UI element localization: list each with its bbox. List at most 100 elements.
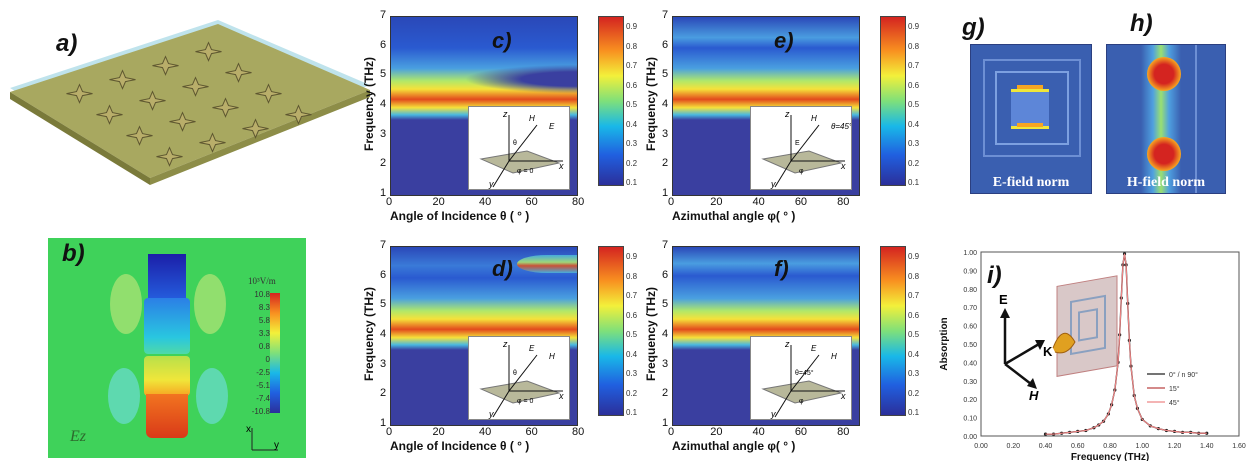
x-axis-label: Azimuthal angle φ( ° )	[672, 439, 796, 453]
e-field-caption: E-field norm	[992, 175, 1070, 190]
ez-scale-tick: -10.8	[251, 407, 270, 416]
inset-label: φ = 0	[517, 168, 534, 175]
inset-label: H	[549, 352, 555, 361]
metamaterial-array-illustration	[10, 20, 370, 185]
ez-label: Ez	[70, 428, 86, 445]
y-tick-label: 1.00	[963, 250, 977, 257]
y-tick: 6	[380, 38, 387, 51]
inset-label: z	[784, 339, 790, 349]
series-line	[1045, 253, 1207, 435]
x-tick: 0	[386, 196, 393, 208]
inset-label: x	[840, 161, 846, 171]
x-tick: 60	[525, 196, 538, 208]
x-tick: 0	[668, 426, 675, 438]
geometry-inset-f: z E H θ=45° φ x y	[750, 336, 852, 420]
cross-resonator	[199, 132, 226, 153]
colorbar-tick: 0.2	[908, 158, 920, 168]
y-tick: 4	[380, 328, 387, 340]
panel-f-label: f)	[774, 256, 789, 281]
xy-axes-icon: x y	[246, 424, 279, 451]
geometry-inset-d: z E H θ φ = 0 x y	[468, 336, 570, 420]
legend-entry: 0° / n 90°	[1169, 371, 1198, 379]
colorbar-tick: 0.4	[908, 119, 920, 129]
x-tick: 80	[572, 426, 585, 438]
y-axis-label: Frequency (THz)	[644, 286, 658, 381]
y-tick: 1	[380, 187, 387, 199]
vector-e-letter: E	[999, 292, 1008, 307]
y-tick: 2	[662, 387, 669, 400]
x-tick-label: 1.40	[1200, 443, 1214, 450]
colorbar-tick: 0.2	[626, 158, 638, 168]
colorbar-tick: 0.6	[626, 80, 638, 90]
colorbar-tick: 0.9	[626, 22, 638, 31]
inset-label: φ = 0	[517, 398, 534, 405]
y-tick: 2	[662, 157, 669, 170]
cross-resonator	[242, 118, 269, 139]
x-tick-label: 0.20	[1006, 443, 1020, 450]
colorbar-tick: 0.1	[626, 408, 638, 417]
cross-resonator	[109, 69, 136, 90]
panel-i: 0.00 0.10 0.20 0.30 0.40 0.50 0.60 0.70 0.80 0.90…	[935, 236, 1256, 461]
inset-label: y	[770, 179, 776, 189]
vector-h-letter: H	[1029, 388, 1039, 403]
colorbar-c	[598, 16, 624, 186]
y-axis-label: Frequency (THz)	[362, 56, 376, 151]
y-axis-label: Frequency (THz)	[644, 56, 658, 151]
x-tick-label: 0.80	[1103, 443, 1117, 450]
ez-field-map: 10³V/m 10.8 8.3 5.8 3.3 0.8 0 -2.5 -5.1 -7.4 -10.…	[48, 238, 306, 458]
x-tick: 60	[794, 426, 808, 438]
x-tick: 20	[710, 426, 723, 438]
y-tick-label: 0.50	[963, 342, 977, 349]
inset-label: E	[795, 140, 800, 147]
colorbar-tick: 0.4	[626, 119, 638, 129]
y-tick: 5	[662, 68, 669, 81]
colorbar-f	[880, 246, 906, 416]
ez-scale-tick: 8.3	[258, 303, 270, 312]
inset-label: θ=45°	[795, 369, 814, 377]
y-tick: 4	[380, 98, 387, 110]
inset-label: z	[502, 109, 508, 119]
y-tick: 5	[380, 68, 387, 81]
y-tick: 4	[662, 98, 669, 110]
y-tick: 3	[380, 127, 387, 140]
cross-resonator	[169, 111, 196, 132]
colorbar-tick: 0.7	[908, 291, 920, 300]
inset-label: x	[558, 391, 564, 401]
inset-label: θ	[513, 140, 517, 147]
x-tick: 80	[837, 196, 850, 208]
x-tick-label: 1.00	[1135, 443, 1149, 450]
y-tick-label: 0.70	[963, 305, 977, 312]
colorbar-e	[880, 16, 906, 186]
inset-label: φ	[799, 168, 804, 175]
ez-scale-tick: 5.8	[258, 316, 270, 325]
inset-label: φ	[799, 398, 804, 405]
colorbar-tick: 0.5	[626, 330, 638, 339]
panel-g-label: g)	[962, 14, 985, 41]
x-tick: 0	[386, 426, 393, 438]
ez-scale: 10.8 8.3 5.8 3.3 0.8 0 -2.5 -5.1 -7.4 -10.8	[244, 290, 270, 420]
cross-resonator	[96, 104, 123, 125]
legend-entry: 15°	[1169, 385, 1180, 393]
panel-d: z E H θ φ = 0 x y 0.9 0.8 0.7 0.6 0.5 0.4 0.3 0…	[360, 236, 637, 466]
inset-label: z	[502, 339, 508, 349]
cross-resonator	[255, 83, 282, 104]
inset-label: H	[811, 114, 817, 123]
y-axis-label: Absorption	[939, 317, 950, 370]
ez-scale-tick: -7.4	[256, 394, 270, 403]
x-tick-label: 0.40	[1039, 443, 1053, 450]
y-axis-label: Frequency (THz)	[362, 286, 376, 381]
x-tick-label: 1.20	[1168, 443, 1182, 450]
inset-label: y	[770, 409, 776, 419]
colorbar-tick: 0.3	[626, 369, 638, 378]
ez-scale-tick: 3.3	[258, 329, 270, 338]
x-tick: 20	[710, 196, 723, 208]
y-tick: 4	[662, 328, 669, 340]
x-tick: 80	[572, 196, 585, 208]
x-tick: 60	[525, 426, 538, 438]
y-tick: 7	[380, 239, 387, 251]
ez-scale-tick: -5.1	[256, 381, 270, 390]
panel-e: z H θ=45° E φ x y 0.9 0.8 0.7 0.6 0.5 0.4 0.3 0…	[642, 6, 919, 236]
y-tick-label: 0.60	[963, 324, 977, 331]
panel-d-label: d)	[492, 256, 513, 281]
colorbar-tick: 0.2	[908, 388, 920, 398]
